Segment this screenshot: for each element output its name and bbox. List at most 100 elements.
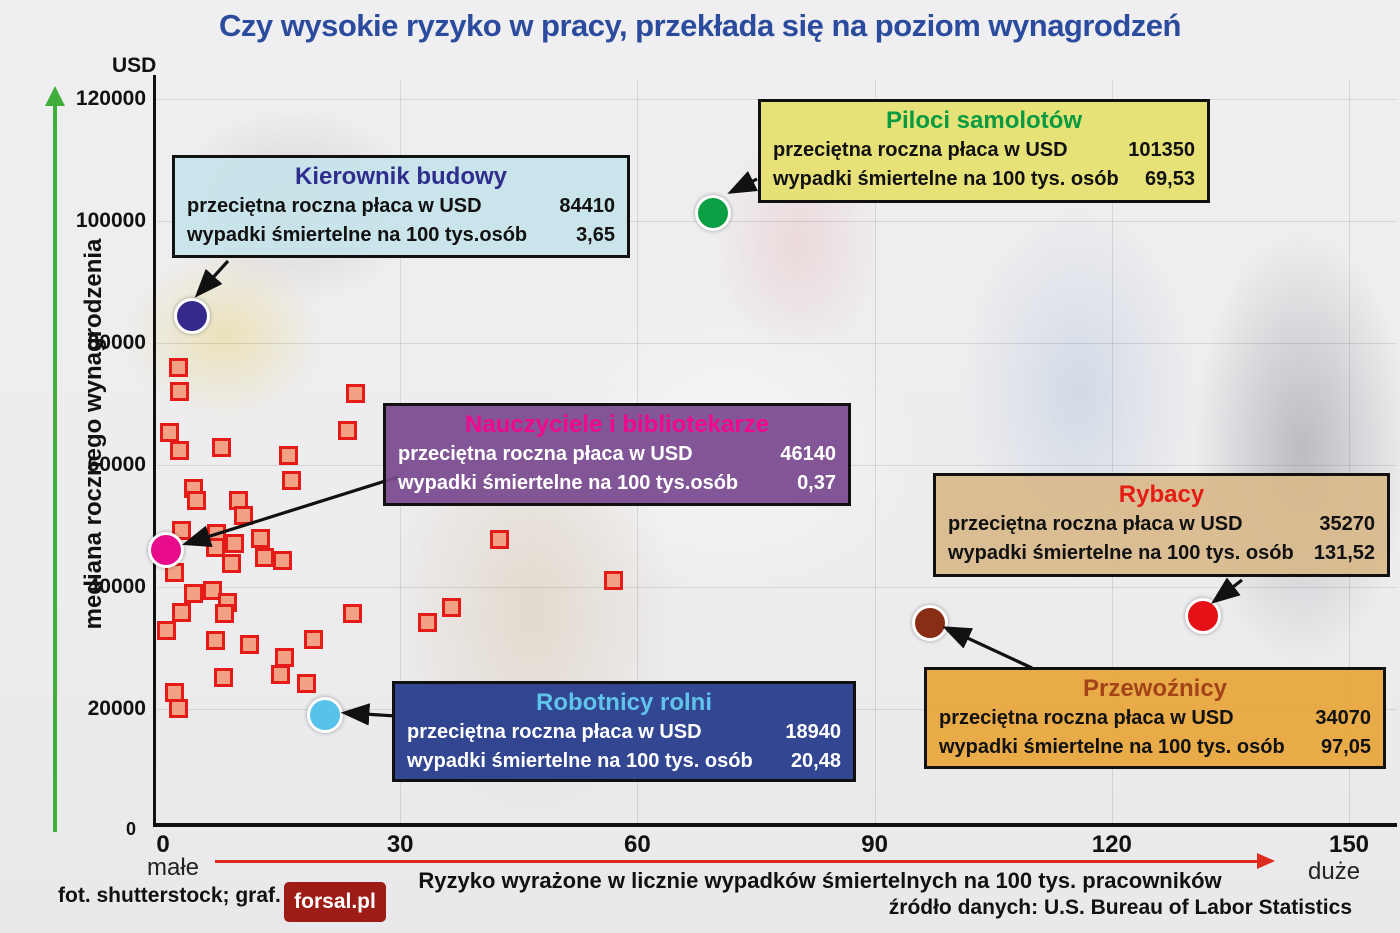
x-axis-arrowhead-icon — [1257, 853, 1275, 869]
gridline-horizontal — [157, 221, 1397, 222]
data-point-square — [183, 583, 203, 603]
gridline-horizontal — [157, 587, 1397, 588]
callout-title: Piloci samolotów — [885, 107, 1083, 134]
x-tick-label-90: 90 — [861, 831, 888, 858]
data-point-square — [337, 420, 357, 440]
x-axis-title: Ryzyko wyrażone w licznie wypadków śmier… — [418, 868, 1222, 893]
data-point-square — [168, 357, 188, 377]
risk-value: 69,53 — [1144, 168, 1195, 190]
salary-label: przeciętna roczna płaca w USD — [407, 721, 702, 743]
data-point-square — [255, 548, 275, 568]
callout-title: Rybacy — [1118, 481, 1205, 508]
data-point-square — [225, 534, 245, 554]
gridline-vertical — [1349, 80, 1350, 823]
risk-label: wypadki śmiertelne na 100 tys.osób — [187, 224, 528, 246]
y-tick-label-20000: 20000 — [87, 697, 146, 720]
salary-label: przeciętna roczna płaca w USD — [187, 195, 482, 217]
risk-value: 20,48 — [790, 750, 841, 772]
x-axis-min-label: małe — [147, 854, 200, 881]
data-point-square — [159, 423, 179, 443]
y-axis-unit-label: USD — [112, 54, 157, 77]
risk-label: wypadki śmiertelne na 100 tys. osób — [939, 736, 1285, 758]
callout-kierownik-budowy: Kierownik budowy przeciętna roczna płaca… — [172, 155, 630, 258]
x-tick-label-120: 120 — [1091, 831, 1132, 858]
occupation-dot-piloci-samolotow — [694, 194, 731, 231]
data-point-square — [282, 470, 302, 490]
occupation-dot-nauczyciele-i-bibliotekarze — [147, 531, 184, 568]
data-point-square — [270, 665, 290, 685]
gridline-vertical — [874, 80, 876, 823]
y-tick-label-40000: 40000 — [87, 575, 146, 598]
data-point-square — [442, 597, 462, 617]
x-tick-label-30: 30 — [386, 831, 414, 858]
data-point-square — [234, 505, 254, 525]
data-point-square — [297, 674, 317, 694]
callout-title: Przewoźnicy — [1082, 675, 1228, 702]
data-point-square — [186, 491, 206, 511]
data-point-square — [604, 571, 624, 591]
occupation-dot-rybacy — [1184, 597, 1221, 634]
data-point-square — [240, 635, 260, 655]
salary-value: 34070 — [1315, 707, 1371, 729]
data-point-square — [170, 382, 190, 402]
forsal-logo: forsal.pl — [284, 882, 386, 922]
y-axis-line — [153, 75, 156, 827]
callout-title: Nauczyciele i bibliotekarze — [464, 411, 770, 438]
data-point-square — [417, 613, 437, 633]
x-axis-line — [153, 823, 1397, 827]
risk-value: 97,05 — [1320, 736, 1371, 758]
data-point-square — [213, 668, 233, 688]
callout-nauczyciele: Nauczyciele i bibliotekarze przeciętna r… — [383, 403, 851, 506]
salary-label: przeciętna roczna płaca w USD — [948, 513, 1243, 535]
data-point-square — [202, 580, 222, 600]
salary-value: 18940 — [785, 721, 841, 743]
data-point-square — [272, 550, 292, 570]
data-point-square — [168, 698, 188, 718]
data-point-square — [172, 602, 192, 622]
risk-label: wypadki śmiertelne na 100 tys. osób — [407, 750, 753, 772]
gridline-horizontal — [157, 343, 1397, 344]
photo-credit: fot. shutterstock; graf. — [58, 884, 281, 907]
callout-title: Robotnicy rolni — [536, 689, 712, 716]
callout-przewoznicy: Przewoźnicy przeciętna roczna płaca w US… — [924, 667, 1386, 769]
x-axis-direction-arrow — [215, 860, 1259, 863]
data-point-square — [170, 440, 190, 460]
x-tick-label-60: 60 — [624, 831, 651, 858]
data-point-square — [212, 438, 231, 458]
data-point-square — [222, 553, 242, 573]
salary-value: 46140 — [780, 443, 836, 465]
salary-label: przeciętna roczna płaca w USD — [939, 707, 1234, 729]
data-point-square — [345, 383, 365, 403]
data-point-square — [205, 630, 225, 650]
callout-title: Kierownik budowy — [294, 163, 507, 190]
y-tick-label-100000: 100000 — [75, 209, 146, 232]
risk-value: 131,52 — [1313, 542, 1375, 564]
risk-value: 0,37 — [797, 472, 836, 494]
data-source: źródło danych: U.S. Bureau of Labor Stat… — [888, 896, 1352, 919]
callout-robotnicy-rolni: Robotnicy rolni przeciętna roczna płaca … — [392, 681, 856, 782]
y-tick-label-0: 0 — [125, 819, 136, 839]
salary-label: przeciętna roczna płaca w USD — [398, 443, 693, 465]
chart-title: Czy wysokie ryzyko w pracy, przekłada si… — [219, 8, 1181, 43]
salary-label: przeciętna roczna płaca w USD — [773, 139, 1068, 161]
y-tick-label-120000: 120000 — [75, 87, 146, 110]
salary-value: 101350 — [1128, 139, 1195, 161]
x-tick-label-0: 0 — [156, 831, 170, 858]
callout-rybacy: Rybacy przeciętna roczna płaca w USD 3527… — [933, 473, 1390, 577]
x-axis-max-label: duże — [1308, 858, 1361, 885]
y-axis-arrowhead-icon — [45, 86, 65, 106]
callout-piloci-samolotow: Piloci samolotów przeciętna roczna płaca… — [758, 99, 1210, 203]
data-point-square — [343, 603, 363, 623]
y-tick-label-60000: 60000 — [87, 453, 146, 476]
risk-label: wypadki śmiertelne na 100 tys. osób — [948, 542, 1294, 564]
risk-label: wypadki śmiertelne na 100 tys.osób — [398, 472, 739, 494]
risk-value: 3,65 — [576, 224, 615, 246]
y-axis-direction-arrow — [53, 104, 57, 832]
data-point-square — [215, 603, 235, 623]
data-point-square — [279, 445, 299, 465]
gridline-vertical — [1111, 80, 1113, 823]
x-tick-label-150: 150 — [1328, 831, 1370, 858]
data-point-square — [303, 629, 323, 649]
data-point-square — [250, 528, 270, 548]
